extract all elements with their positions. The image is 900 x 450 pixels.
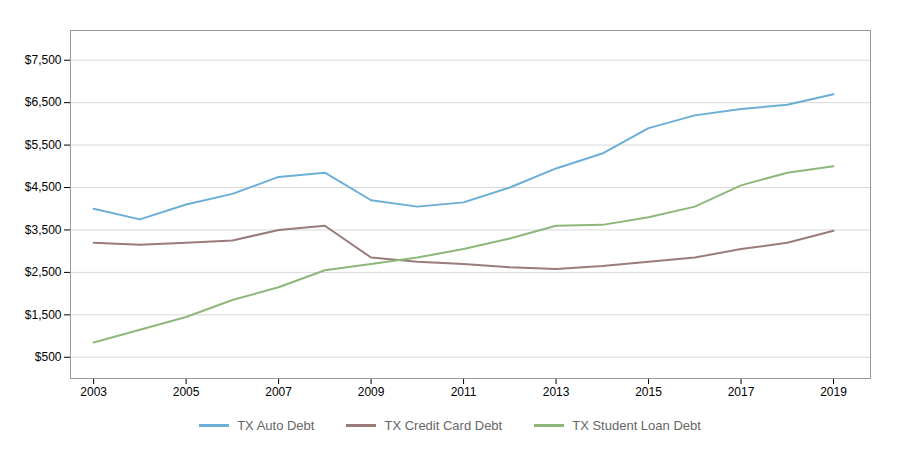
svg-text:$4,500: $4,500 [25, 180, 62, 194]
html-text:TX Auto Debt: TX Auto Debt [237, 418, 315, 433]
svg-text:$6,500: $6,500 [25, 95, 62, 109]
html-text:TX Credit Card Debt: TX Credit Card Debt [384, 418, 503, 433]
svg-text:$500: $500 [35, 350, 62, 364]
svg-text:2011: 2011 [451, 385, 477, 399]
svg-text:2017: 2017 [728, 385, 755, 399]
svg-text:2019: 2019 [820, 385, 847, 399]
svg-text:$5,500: $5,500 [25, 138, 62, 152]
svg-text:2003: 2003 [80, 385, 107, 399]
svg-text:2005: 2005 [173, 385, 200, 399]
svg-text:$1,500: $1,500 [25, 308, 62, 322]
svg-text:$3,500: $3,500 [25, 223, 62, 237]
svg-text:2013: 2013 [543, 385, 570, 399]
svg-text:2007: 2007 [265, 385, 292, 399]
svg-text:$7,500: $7,500 [25, 53, 62, 67]
svg-text:$2,500: $2,500 [25, 265, 62, 279]
svg-text:2009: 2009 [358, 385, 385, 399]
svg-text:2015: 2015 [635, 385, 662, 399]
html-text:TX Student Loan Debt: TX Student Loan Debt [572, 418, 701, 433]
